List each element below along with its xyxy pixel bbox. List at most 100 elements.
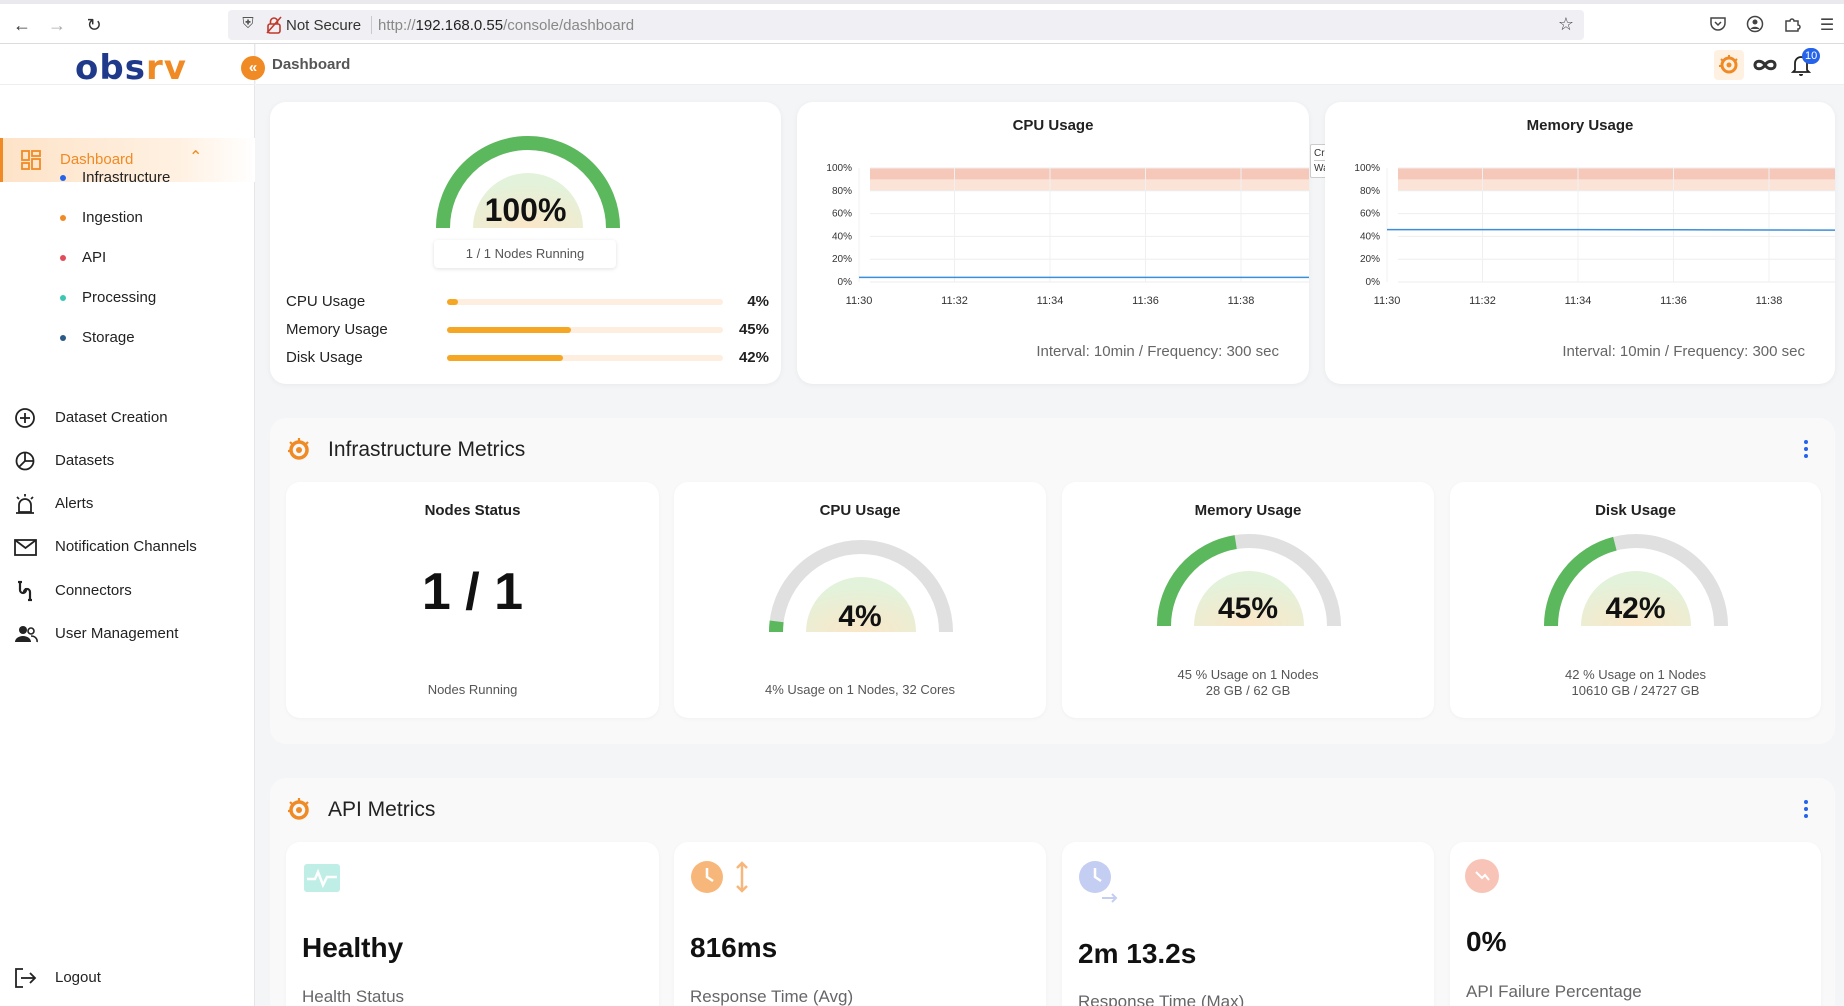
notifications-button[interactable]: 10 bbox=[1786, 48, 1821, 80]
sidebar-subitem-label: Infrastructure bbox=[82, 169, 171, 186]
collapse-sidebar-button[interactable]: « bbox=[241, 56, 265, 80]
reload-icon[interactable]: ↻ bbox=[86, 14, 102, 35]
threshold-band bbox=[1398, 179, 1835, 191]
not-secure-label[interactable]: Not Secure bbox=[286, 17, 362, 34]
disk-gauge-caption: 42 % Usage on 1 Nodes 10610 GB / 24727 G… bbox=[1450, 667, 1821, 699]
gauge-inner bbox=[473, 173, 583, 228]
datasets-icon bbox=[15, 451, 35, 471]
bookmark-star-icon[interactable]: ☆ bbox=[1557, 14, 1574, 34]
api-metric-value: Healthy bbox=[302, 932, 404, 963]
cpu-gauge-caption: 4% Usage on 1 Nodes, 32 Cores bbox=[764, 682, 956, 697]
chevron-up-icon[interactable]: ⌃ bbox=[189, 149, 203, 166]
chart-title: Memory Usage bbox=[1526, 117, 1634, 134]
threshold-band bbox=[870, 168, 1309, 180]
url-host: 192.168.0.55 bbox=[415, 17, 504, 34]
gauge-fill bbox=[769, 620, 784, 633]
page-title: Dashboard bbox=[272, 56, 351, 73]
y-tick-label: 40% bbox=[1360, 231, 1380, 242]
grafana-icon[interactable] bbox=[286, 796, 312, 822]
overview-metric-cpu: CPU Usage 4% bbox=[286, 292, 769, 312]
grafana-icon[interactable] bbox=[286, 436, 312, 462]
sidebar-item-user-management[interactable]: User Management bbox=[14, 620, 244, 648]
sidebar-subitem-label: API bbox=[82, 249, 107, 266]
extensions-icon[interactable] bbox=[1781, 15, 1803, 37]
y-tick-label: 0% bbox=[1366, 277, 1381, 288]
more-options-icon[interactable] bbox=[1803, 800, 1809, 820]
nodes-status-caption: Nodes Running bbox=[427, 682, 518, 697]
overview-gauge-value: 100% bbox=[484, 192, 567, 228]
api-health-card: Healthy Health Status bbox=[286, 842, 659, 1006]
series-line bbox=[1387, 228, 1835, 231]
x-tick-label: 11:34 bbox=[1037, 295, 1064, 307]
url-prefix: http:// bbox=[378, 17, 416, 34]
cpu-gauge bbox=[769, 540, 953, 633]
address-bar[interactable]: ⛨ Not Secure http://192.168.0.55/console… bbox=[228, 10, 1584, 40]
sidebar-item-datasets[interactable]: Datasets bbox=[14, 447, 244, 475]
x-tick-label: 11:32 bbox=[1469, 295, 1496, 307]
gauge-track bbox=[769, 540, 953, 633]
chart-footer: Interval: 10min / Frequency: 300 sec bbox=[1562, 343, 1805, 360]
sidebar-item-label: Connectors bbox=[55, 582, 132, 599]
api-metric-label: Response Time (Avg) bbox=[690, 987, 854, 1006]
gauge-inner bbox=[1194, 571, 1304, 626]
metric-track bbox=[447, 327, 723, 333]
x-tick-label: 11:34 bbox=[1565, 295, 1592, 307]
metric-value: 4% bbox=[747, 293, 769, 310]
more-options-icon[interactable] bbox=[1803, 440, 1809, 460]
x-tick-label: 11:36 bbox=[1132, 295, 1159, 307]
metric-fill bbox=[447, 299, 459, 305]
connectors-icon bbox=[18, 580, 32, 602]
disk-gauge-value: 42% bbox=[1605, 592, 1666, 625]
account-icon[interactable] bbox=[1744, 15, 1766, 37]
bullet-dot bbox=[60, 255, 66, 261]
sidebar-item-label: Logout bbox=[55, 969, 101, 986]
infinity-button[interactable] bbox=[1750, 50, 1780, 80]
sidebar-subitem-label: Processing bbox=[82, 289, 157, 306]
sidebar-item-notification-channels[interactable]: Notification Channels bbox=[14, 533, 244, 561]
api-metric-label: API Failure Percentage bbox=[1466, 982, 1642, 1001]
alarm-icon bbox=[16, 494, 34, 514]
disk-usage-caption: 42 % Usage on 1 Nodes bbox=[1565, 667, 1706, 682]
forward-arrow-icon[interactable]: → bbox=[48, 14, 66, 35]
bullet-dot bbox=[60, 175, 66, 181]
shield-icon[interactable]: ⛨ bbox=[242, 15, 254, 32]
pocket-icon[interactable] bbox=[1707, 15, 1729, 37]
sidebar-item-connectors[interactable]: Connectors bbox=[14, 577, 244, 605]
sidebar-item-logout[interactable]: Logout bbox=[14, 964, 244, 992]
sidebar-item-dashboard[interactable]: Dashboard ⌃ bbox=[0, 138, 255, 182]
api-response-max-card: 2m 13.2s Response Time (Max) bbox=[1062, 842, 1434, 1006]
overview-metric-memory: Memory Usage 45% bbox=[286, 320, 769, 340]
y-tick-label: 100% bbox=[1354, 163, 1380, 174]
chart-footer: Interval: 10min / Frequency: 300 sec bbox=[1036, 343, 1279, 360]
disk-gauge bbox=[1544, 534, 1728, 627]
memory-usage-chart-card: Memory Usage 100% 80% 60% 40% 20% 0% 11:30 11:3… bbox=[1325, 102, 1835, 384]
metric-fill bbox=[447, 327, 572, 333]
sidebar-item-dataset-creation[interactable]: Dataset Creation bbox=[14, 404, 244, 432]
memory-line-chart: 100% 80% 60% 40% 20% 0% 11:30 11:32 11:34 11:36 11… bbox=[1354, 163, 1835, 307]
grafana-button[interactable] bbox=[1714, 50, 1744, 80]
sidebar-item-label: Notification Channels bbox=[55, 538, 197, 555]
y-tick-label: 60% bbox=[832, 209, 852, 220]
card-title: Disk Usage bbox=[1595, 502, 1676, 519]
y-tick-label: 80% bbox=[1360, 186, 1380, 197]
nodes-status-value: 1 / 1 bbox=[421, 563, 524, 621]
url-text[interactable]: http://192.168.0.55/console/dashboard bbox=[378, 17, 634, 34]
section-title: Infrastructure Metrics bbox=[328, 438, 526, 461]
disk-size-caption: 10610 GB / 24727 GB bbox=[1571, 683, 1700, 698]
threshold-band bbox=[1398, 168, 1835, 180]
back-arrow-icon[interactable]: ← bbox=[13, 14, 31, 35]
memory-gauge-caption: 45 % Usage on 1 Nodes 28 GB / 62 GB bbox=[1062, 667, 1434, 699]
sidebar-item-alerts[interactable]: Alerts bbox=[14, 490, 244, 518]
users-icon bbox=[15, 626, 38, 643]
gauge-inner bbox=[806, 577, 916, 632]
bullet-dot bbox=[60, 335, 66, 341]
obsrv-logo[interactable]: obsrv bbox=[75, 48, 187, 88]
api-metric-value: 2m 13.2s bbox=[1078, 938, 1197, 969]
bullet-dot bbox=[60, 295, 66, 301]
url-path: /console/dashboard bbox=[503, 17, 635, 34]
insecure-lock-icon[interactable] bbox=[266, 16, 282, 34]
menu-icon[interactable]: ☰ bbox=[1819, 17, 1835, 34]
section-title: API Metrics bbox=[328, 798, 436, 821]
disk-usage-card: Disk Usage 42% 42 % Usage on 1 Nodes 106… bbox=[1450, 482, 1821, 718]
logo-divider bbox=[0, 84, 255, 85]
